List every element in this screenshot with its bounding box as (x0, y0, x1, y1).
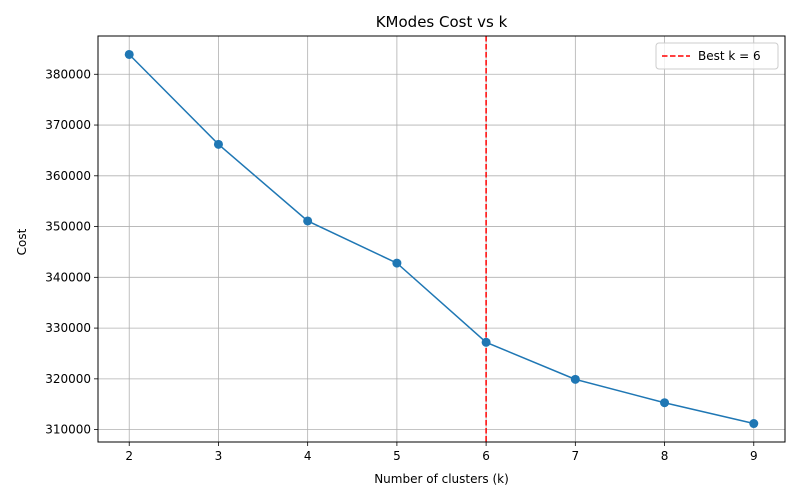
y-tick-label: 350000 (45, 220, 91, 234)
data-point (213, 139, 223, 149)
y-axis-label: Cost (15, 228, 29, 255)
x-tick-label: 5 (393, 449, 401, 463)
plot-frame (97, 35, 786, 443)
data-point (481, 337, 491, 347)
x-axis-label: Number of clusters (k) (374, 472, 509, 486)
y-tick-label: 360000 (45, 169, 91, 183)
x-tick-label: 9 (750, 449, 758, 463)
y-tick-label: 320000 (45, 372, 91, 386)
y-tick-label: 330000 (45, 321, 91, 335)
data-point (392, 258, 402, 268)
ticks-group: 2 3 4 5 6 7 8 9 310000 320000 330000 340000 350000 36… (45, 67, 757, 463)
series-line (128, 53, 754, 425)
x-tick-label: 3 (215, 449, 223, 463)
legend-box (655, 42, 779, 70)
data-point (660, 398, 670, 408)
y-tick-label: 310000 (45, 423, 91, 437)
data-point (570, 374, 580, 384)
x-tick-label: 4 (304, 449, 312, 463)
legend-label-reference-line: Best k = 6 (698, 49, 761, 63)
chart-title: KModes Cost vs k (376, 13, 508, 31)
data-point (124, 49, 134, 59)
x-tick-label: 8 (661, 449, 669, 463)
y-tick-label: 370000 (45, 118, 91, 132)
y-tick-label: 380000 (45, 67, 91, 81)
grid (98, 36, 785, 442)
series-group (124, 49, 759, 429)
x-tick-label: 6 (482, 449, 490, 463)
x-tick-label: 7 (572, 449, 580, 463)
x-tick-label: 2 (125, 449, 133, 463)
y-tick-label: 340000 (45, 270, 91, 284)
legend: Best k = 6 (655, 42, 779, 70)
data-point (303, 216, 313, 226)
data-point (749, 419, 759, 429)
